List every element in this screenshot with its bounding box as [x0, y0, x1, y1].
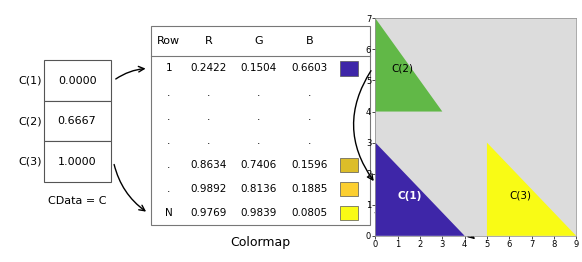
Text: .: . [207, 136, 210, 146]
Text: 0.1504: 0.1504 [241, 63, 277, 73]
Text: C(3): C(3) [19, 157, 42, 167]
Text: .: . [167, 112, 171, 122]
Text: 0.9892: 0.9892 [190, 184, 226, 194]
Text: 1: 1 [165, 63, 172, 73]
Text: 1.0000: 1.0000 [58, 157, 97, 167]
Text: 0.7406: 0.7406 [241, 160, 277, 170]
Text: C(1): C(1) [19, 75, 42, 86]
FancyBboxPatch shape [151, 26, 370, 225]
Text: Colormap: Colormap [230, 236, 290, 249]
FancyBboxPatch shape [340, 61, 358, 76]
FancyBboxPatch shape [340, 182, 358, 196]
Text: CData = C: CData = C [48, 196, 107, 206]
Text: Row: Row [157, 36, 180, 46]
Text: .: . [167, 88, 171, 97]
Text: .: . [207, 88, 210, 97]
FancyBboxPatch shape [44, 60, 111, 101]
Text: 0.1596: 0.1596 [292, 160, 328, 170]
Text: 0.6603: 0.6603 [292, 63, 328, 73]
Text: .: . [308, 136, 311, 146]
Polygon shape [375, 143, 464, 236]
Text: 0.6667: 0.6667 [58, 116, 97, 126]
Text: 0.9769: 0.9769 [190, 208, 226, 218]
Polygon shape [375, 18, 442, 112]
Text: B: B [306, 36, 314, 46]
Text: C(3): C(3) [509, 190, 531, 200]
Text: .: . [167, 184, 171, 194]
Text: .: . [308, 112, 311, 122]
Text: C(1): C(1) [398, 190, 422, 200]
Text: 0.8634: 0.8634 [190, 160, 226, 170]
Text: 0.1885: 0.1885 [292, 184, 328, 194]
Text: R: R [204, 36, 212, 46]
Text: .: . [308, 88, 311, 97]
Polygon shape [487, 143, 576, 236]
Text: .: . [167, 136, 171, 146]
FancyBboxPatch shape [340, 206, 358, 221]
Text: C(2): C(2) [19, 116, 42, 126]
Text: N: N [165, 208, 173, 218]
Text: .: . [207, 112, 210, 122]
Text: .: . [257, 112, 261, 122]
Text: C(2): C(2) [391, 63, 413, 73]
Text: 0.0805: 0.0805 [292, 208, 328, 218]
Text: 0.9839: 0.9839 [241, 208, 277, 218]
Text: 0.8136: 0.8136 [241, 184, 277, 194]
Text: .: . [167, 160, 171, 170]
Text: G: G [255, 36, 263, 46]
FancyBboxPatch shape [340, 158, 358, 172]
Text: .: . [257, 136, 261, 146]
FancyBboxPatch shape [44, 141, 111, 182]
FancyBboxPatch shape [44, 101, 111, 141]
Text: 0.0000: 0.0000 [58, 75, 97, 86]
Text: 0.2422: 0.2422 [190, 63, 226, 73]
Text: .: . [257, 88, 261, 97]
